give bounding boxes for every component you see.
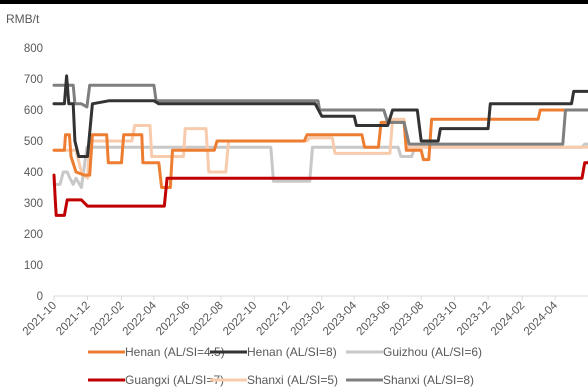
y-tick-label: 400 <box>24 167 43 179</box>
legend-label: Shanxi (AL/SI=8) <box>383 373 474 387</box>
x-tick-label: 2021-10 <box>21 300 59 338</box>
x-tick-label: 2022-12 <box>255 300 293 338</box>
x-axis: 2021-102021-122022-022022-042022-062022-… <box>21 296 561 338</box>
legend-label: Henan (AL/SI=4.5) <box>125 345 225 359</box>
x-tick-label: 2023-12 <box>455 300 493 338</box>
y-tick-label: 0 <box>37 291 43 303</box>
legend: Henan (AL/SI=4.5) Henan (AL/SI=8) Guizhou … <box>88 345 482 387</box>
y-tick-label: 600 <box>24 105 43 117</box>
y-tick-label: 700 <box>24 74 43 86</box>
x-tick-label: 2022-04 <box>121 299 160 338</box>
legend-item: Shanxi (AL/SI=8) <box>346 373 474 387</box>
x-tick-label: 2023-04 <box>321 299 360 338</box>
y-axis: 0 100 200 300 400 500 600 700 800 <box>24 43 43 303</box>
series-layer <box>52 74 588 217</box>
y-tick-label: 500 <box>24 136 43 148</box>
y-tick-label: 800 <box>24 43 43 55</box>
y-tick-label: 300 <box>24 198 43 210</box>
legend-label: Guangxi (AL/SI=7) <box>125 373 224 387</box>
series-line-3 <box>52 161 588 217</box>
legend-label: Henan (AL/SI=8) <box>247 345 337 359</box>
x-tick-label: 2024-02 <box>489 300 527 338</box>
x-tick-label: 2023-02 <box>289 300 327 338</box>
legend-item: Henan (AL/SI=8) <box>210 345 337 359</box>
series-line-1 <box>52 74 588 158</box>
x-tick-label: 2023-10 <box>421 300 459 338</box>
x-tick-label: 2023-08 <box>388 300 426 338</box>
x-tick-label: 2022-02 <box>88 300 126 338</box>
y-tick-label: 100 <box>24 260 43 272</box>
series-line-2 <box>52 142 588 189</box>
x-tick-label: 2022-06 <box>154 300 192 338</box>
legend-item: Shanxi (AL/SI=5) <box>210 373 338 387</box>
legend-item: Guizhou (AL/SI=6) <box>346 345 482 359</box>
legend-label: Guizhou (AL/SI=6) <box>383 345 482 359</box>
x-tick-label: 2022-08 <box>188 300 226 338</box>
legend-label: Shanxi (AL/SI=5) <box>247 373 338 387</box>
series-line-0 <box>52 108 588 189</box>
x-tick-label: 2023-06 <box>354 300 392 338</box>
top-border <box>0 0 588 4</box>
y-tick-label: 200 <box>24 229 43 241</box>
legend-item: Henan (AL/SI=4.5) <box>88 345 225 359</box>
legend-item: Guangxi (AL/SI=7) <box>88 373 224 387</box>
x-tick-label: 2022-10 <box>221 300 259 338</box>
series-line-5 <box>52 83 588 146</box>
x-tick-label: 2021-12 <box>54 300 92 338</box>
x-tick-label: 2024-04 <box>522 299 561 338</box>
y-unit-label: RMB/t <box>6 12 40 26</box>
series-line-4 <box>52 117 588 180</box>
